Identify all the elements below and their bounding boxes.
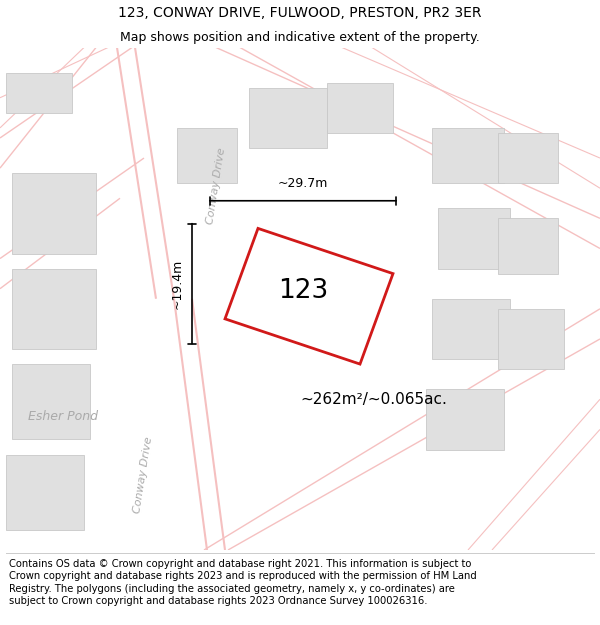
Text: 123, CONWAY DRIVE, FULWOOD, PRESTON, PR2 3ER: 123, CONWAY DRIVE, FULWOOD, PRESTON, PR2…: [118, 6, 482, 20]
Bar: [498, 133, 558, 183]
Bar: [6, 72, 72, 113]
Bar: [6, 454, 84, 530]
Polygon shape: [225, 228, 393, 364]
Text: ~262m²/~0.065ac.: ~262m²/~0.065ac.: [300, 392, 447, 407]
Text: Contains OS data © Crown copyright and database right 2021. This information is : Contains OS data © Crown copyright and d…: [9, 559, 477, 606]
Bar: [12, 364, 90, 439]
Bar: [12, 173, 96, 254]
Bar: [12, 269, 96, 349]
Text: ~19.4m: ~19.4m: [170, 259, 184, 309]
Text: ~29.7m: ~29.7m: [278, 177, 328, 189]
Text: Conway Drive: Conway Drive: [205, 147, 227, 225]
Bar: [177, 128, 237, 183]
Text: 123: 123: [278, 278, 328, 304]
Bar: [426, 389, 504, 449]
Bar: [438, 208, 510, 269]
Bar: [327, 82, 393, 133]
Text: Map shows position and indicative extent of the property.: Map shows position and indicative extent…: [120, 31, 480, 44]
Bar: [249, 88, 327, 148]
Text: Conway Drive: Conway Drive: [132, 436, 154, 514]
Bar: [432, 128, 504, 183]
Text: Esher Pond: Esher Pond: [28, 411, 98, 423]
Bar: [498, 218, 558, 274]
Bar: [498, 309, 564, 369]
Bar: [432, 299, 510, 359]
